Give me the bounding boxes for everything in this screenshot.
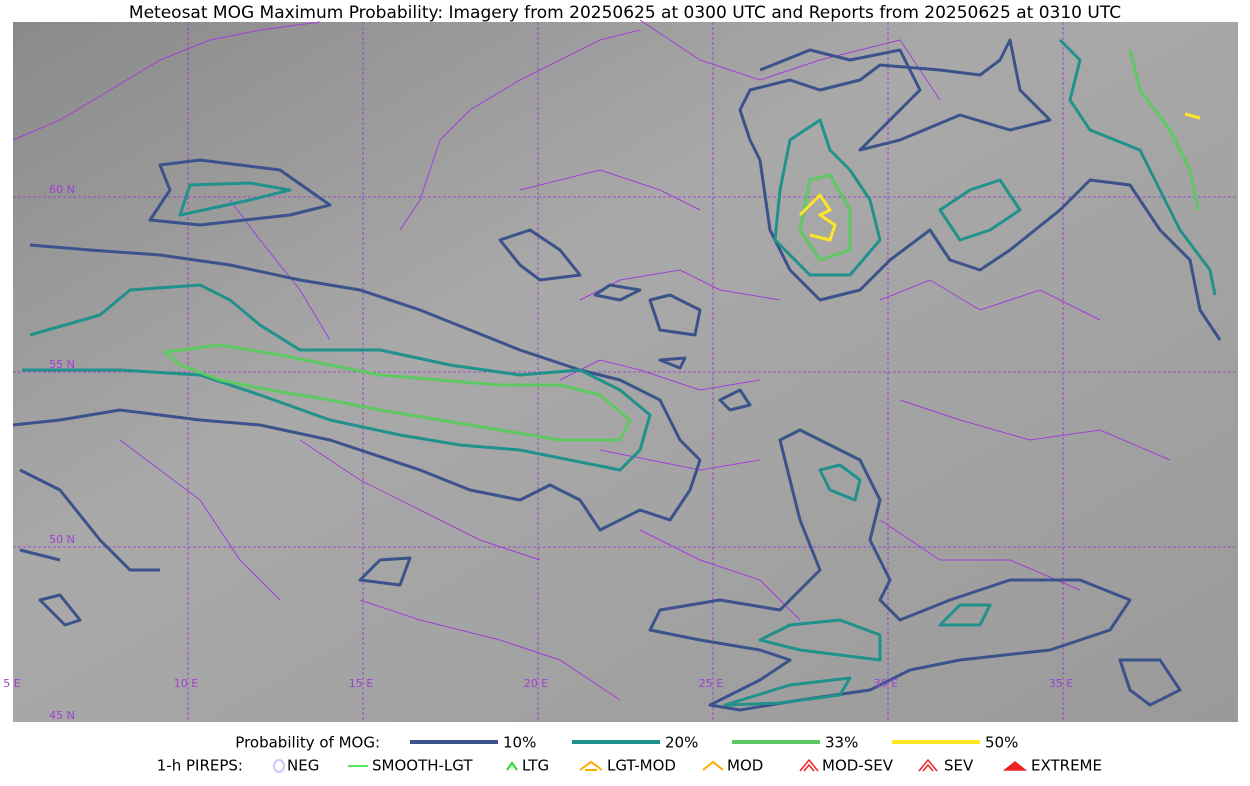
lon-label: 30 E — [874, 677, 898, 690]
legend-entry: 10% — [503, 734, 536, 752]
pirep-icon — [918, 758, 938, 772]
legend-entry: SMOOTH-LGT — [372, 757, 473, 775]
lon-label: 20 E — [524, 677, 548, 690]
legend-entry: EXTREME — [1031, 757, 1102, 775]
legend-entry: LTG — [522, 757, 549, 775]
pirep-icon — [1002, 761, 1028, 771]
pirep-icon — [579, 760, 603, 771]
pirep-icon — [506, 761, 518, 771]
grid-labels: 60 N 55 N 50 N 45 N 5 E 10 E 15 E 20 E 25 E 30 E 3… — [3, 183, 1073, 722]
lat-label: 60 N — [49, 183, 75, 196]
lon-label: 5 E — [3, 677, 20, 690]
legend-entry: LGT-MOD — [607, 757, 676, 775]
legend-entry: 20% — [665, 734, 698, 752]
map: 60 N 55 N 50 N 45 N 5 E 10 E 15 E 20 E 25 E 30 E 3… — [3, 19, 1238, 722]
pirep-icon — [702, 760, 724, 771]
borders — [12, 19, 1171, 701]
legend-entry: NEG — [287, 757, 319, 775]
legend-entry: 33% — [825, 734, 858, 752]
contours — [12, 38, 1222, 712]
legend-entry: MOD-SEV — [822, 757, 894, 775]
lon-label: 25 E — [699, 677, 723, 690]
legend-label: Probability of MOG: — [235, 734, 380, 752]
legend: Probability of MOG: 10% 20% 33% 50% 1-h PIREP… — [157, 734, 1102, 775]
legend-entry: MOD — [727, 757, 763, 775]
lon-label: 35 E — [1049, 677, 1073, 690]
legend-entry: 50% — [985, 734, 1018, 752]
legend-entry: SEV — [944, 757, 974, 775]
legend-label: 1-h PIREPS: — [157, 757, 243, 775]
pirep-icon — [273, 759, 285, 773]
lat-label: 45 N — [49, 709, 75, 722]
pirep-icon — [799, 758, 819, 772]
lon-label: 15 E — [349, 677, 373, 690]
lon-label: 10 E — [174, 677, 198, 690]
title: Meteosat MOG Maximum Probability: Imager… — [129, 3, 1121, 23]
lat-label: 55 N — [49, 358, 75, 371]
lat-label: 50 N — [49, 533, 75, 546]
